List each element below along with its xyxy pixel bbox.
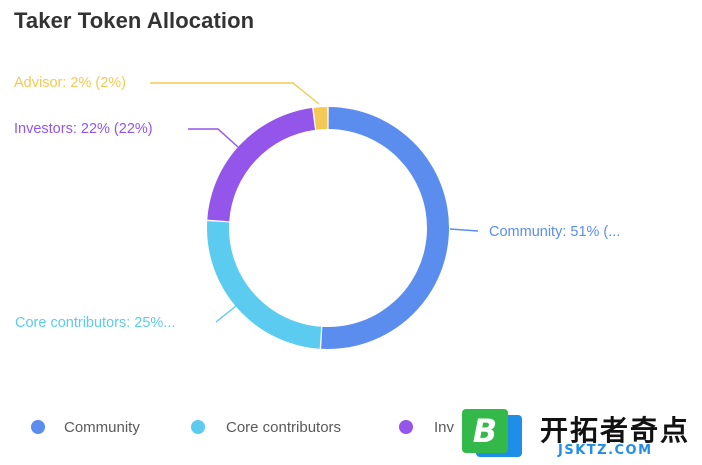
slice-label-core-contributors: Core contributors: 25%...	[15, 315, 175, 331]
slice-community[interactable]	[321, 107, 449, 350]
leader-line-investors	[188, 128, 239, 148]
watermark-logo-letter: B	[462, 409, 508, 453]
watermark-text: 开拓者奇点	[540, 414, 691, 447]
slice-label-advisor: Advisor: 2% (2%)	[14, 75, 126, 91]
legend-marker-community	[31, 420, 45, 434]
legend-item-community[interactable]: Community	[31, 419, 140, 436]
chart-title: Taker Token Allocation	[14, 8, 255, 33]
slice-advisor[interactable]	[313, 107, 328, 130]
legend-marker-core-contributors	[191, 420, 205, 434]
slice-investors[interactable]	[207, 108, 316, 222]
leader-line-core-contributors	[215, 305, 237, 323]
slice-label-community: Community: 51% (...	[489, 224, 620, 240]
slice-core-contributors[interactable]	[207, 221, 322, 349]
legend-label-core-contributors: Core contributors	[226, 419, 341, 436]
watermark: B 开拓者奇点 JSKTZ.COM	[462, 407, 702, 465]
legend-label-community: Community	[64, 419, 140, 436]
slice-label-investors: Investors: 22% (22%)	[14, 121, 153, 137]
watermark-logo: B	[462, 409, 524, 461]
legend-marker-investors	[399, 420, 413, 434]
legend-label-investors: Inv	[434, 419, 455, 436]
watermark-url: JSKTZ.COM	[558, 443, 653, 458]
leader-line-community	[449, 228, 479, 232]
legend-item-core-contributors[interactable]: Core contributors	[191, 419, 341, 436]
legend-item-investors[interactable]: Inv	[399, 419, 455, 436]
leader-line-advisor	[150, 82, 320, 105]
